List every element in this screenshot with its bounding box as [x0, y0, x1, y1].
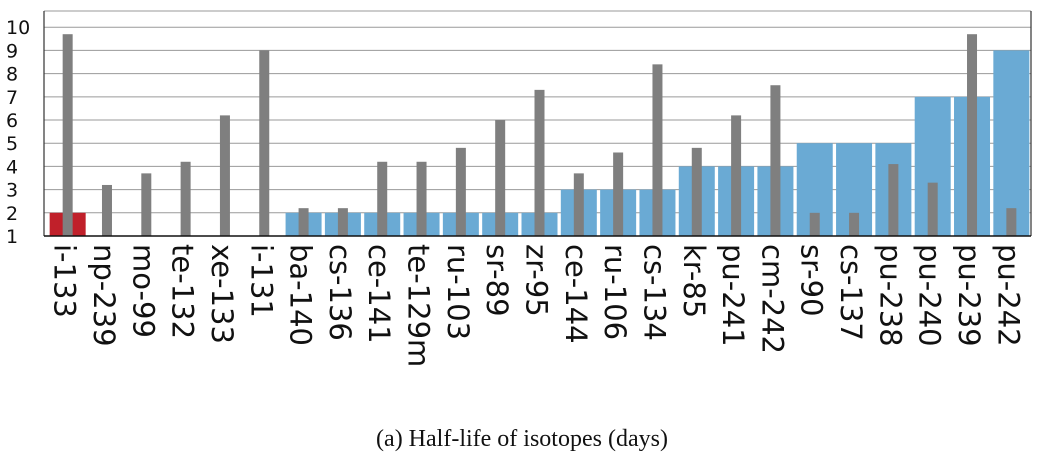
- secondary-bar: [180, 161, 191, 236]
- secondary-bar: [770, 85, 781, 236]
- x-tick-label: ce-141: [362, 244, 396, 344]
- secondary-bar: [731, 115, 742, 236]
- x-tick-label: ba-140: [284, 244, 318, 346]
- y-tick-label: 2: [6, 203, 18, 225]
- x-tick-label: cs-134: [637, 244, 671, 341]
- secondary-bar: [652, 64, 663, 236]
- secondary-bar: [455, 147, 466, 236]
- secondary-bar: [377, 161, 388, 236]
- x-tick-label: sr-89: [480, 244, 514, 317]
- secondary-bar: [967, 34, 978, 236]
- x-tick-label: ru-103: [441, 244, 475, 340]
- x-tick-label: pu-238: [873, 244, 907, 347]
- y-tick-label: 1: [6, 226, 18, 248]
- x-tick-label: te-132: [166, 244, 200, 339]
- x-tick-label: cm-242: [755, 244, 789, 354]
- secondary-bar: [495, 120, 506, 236]
- x-tick-label: np-239: [87, 244, 121, 347]
- secondary-bar: [613, 152, 624, 236]
- secondary-bar: [534, 89, 545, 236]
- x-tick-label: pu-241: [716, 244, 750, 347]
- chart-caption: (a) Half-life of isotopes (days): [376, 426, 668, 452]
- x-tick-label: mo-99: [126, 244, 160, 338]
- bar: [993, 50, 1030, 237]
- x-tick-label: i-131: [244, 244, 278, 318]
- x-tick-label: i-133: [48, 244, 82, 318]
- secondary-bar: [691, 147, 702, 236]
- secondary-bar: [888, 164, 899, 236]
- secondary-bar: [337, 208, 348, 236]
- y-tick-label: 5: [6, 133, 18, 155]
- x-tick-label: pu-239: [952, 244, 986, 347]
- x-tick-label: ce-144: [559, 244, 593, 344]
- secondary-bar: [573, 173, 584, 236]
- secondary-bars: [62, 34, 1017, 237]
- x-tick-label: pu-240: [913, 244, 947, 347]
- y-tick-label: 9: [6, 40, 18, 62]
- x-tick-label: xe-133: [205, 244, 239, 344]
- secondary-bar: [298, 208, 309, 236]
- secondary-bar: [259, 50, 270, 237]
- secondary-bar: [849, 212, 860, 236]
- y-tick-label: 10: [6, 17, 30, 39]
- secondary-bar: [1006, 208, 1017, 236]
- x-tick-label: cs-136: [323, 244, 357, 341]
- secondary-bar: [809, 212, 820, 236]
- y-tick-label: 8: [6, 64, 18, 86]
- secondary-bar: [141, 173, 152, 236]
- y-tick-label: 4: [6, 156, 18, 178]
- y-tick-label: 7: [6, 87, 18, 109]
- y-tick-label: 6: [6, 110, 18, 132]
- x-tick-label: cs-137: [834, 244, 868, 341]
- secondary-bar: [101, 184, 112, 236]
- secondary-bar: [927, 182, 938, 236]
- x-tick-label: zr-95: [520, 244, 554, 317]
- x-tick-label: sr-90: [795, 244, 829, 317]
- y-tick-label: 3: [6, 180, 18, 202]
- x-tick-label: te-129m: [402, 244, 436, 367]
- axes: [43, 11, 1032, 237]
- x-tick-label: ru-106: [598, 244, 632, 340]
- secondary-bar: [416, 161, 427, 236]
- secondary-bar: [62, 34, 73, 236]
- x-tick-label: kr-85: [677, 244, 711, 318]
- x-tick-label: pu-242: [991, 244, 1025, 347]
- x-tick-labels: i-133 np-239 mo-99 te-132 xe-133 i-131 ba-140 c…: [48, 244, 1026, 367]
- secondary-bar: [219, 115, 230, 236]
